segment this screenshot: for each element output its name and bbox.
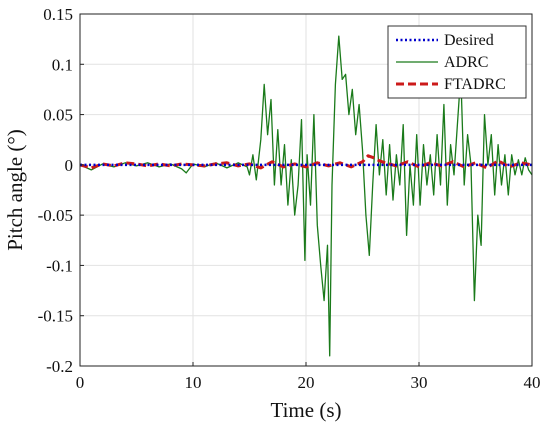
y-tick-label: 0.05 xyxy=(43,106,73,125)
x-axis-title: Time (s) xyxy=(271,398,342,422)
y-tick-label: -0.2 xyxy=(46,357,73,376)
legend: Desired ADRC FTADRC xyxy=(387,25,527,99)
legend-label-desired: Desired xyxy=(444,32,494,49)
x-tick-label: 0 xyxy=(76,373,85,392)
x-tick-label: 10 xyxy=(185,373,202,392)
series-group xyxy=(79,35,533,357)
series-line-ftadrc xyxy=(79,154,533,170)
y-tick-label: -0.05 xyxy=(38,206,73,225)
y-tick-label: -0.15 xyxy=(38,307,73,326)
series-line-adrc xyxy=(79,35,533,357)
y-tick-label: 0.1 xyxy=(52,55,73,74)
y-tick-label: 0.15 xyxy=(43,5,73,24)
y-tick-label: 0 xyxy=(65,156,74,175)
y-tick-label: -0.1 xyxy=(46,256,73,275)
x-tick-label: 40 xyxy=(524,373,541,392)
x-tick-label: 20 xyxy=(298,373,315,392)
legend-label-adrc: ADRC xyxy=(444,54,488,71)
y-axis-title: Pitch angle (°) xyxy=(3,129,27,251)
x-tick-label: 30 xyxy=(411,373,428,392)
axis-ticks: 0 10 20 30 40 -0.2 -0.15 -0.1 -0.05 0 0.05 0.1 0.15 xyxy=(38,5,541,392)
legend-label-ftadrc: FTADRC xyxy=(444,76,506,93)
